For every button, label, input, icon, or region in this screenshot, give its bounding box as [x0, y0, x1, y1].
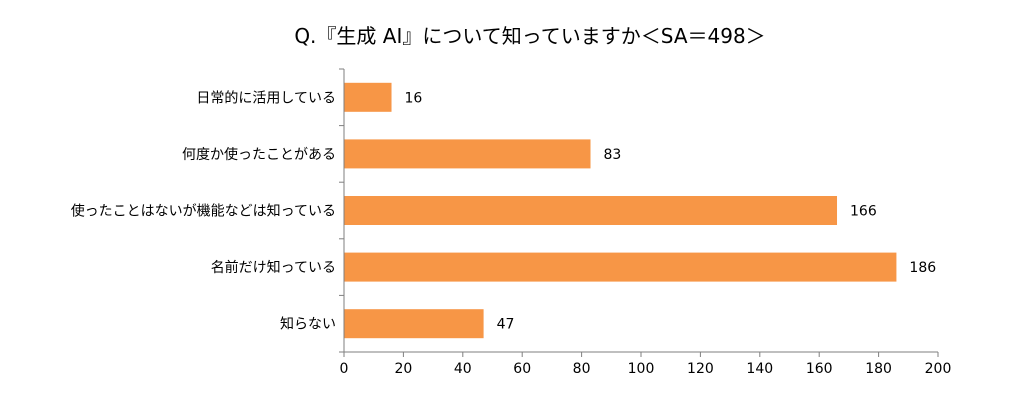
x-tick-label: 20 [394, 361, 412, 377]
bar [344, 309, 484, 339]
x-tick-label: 180 [865, 361, 892, 377]
category-label: 日常的に活用している [196, 90, 336, 106]
bar [344, 252, 897, 282]
data-label: 166 [850, 204, 877, 220]
x-tick-label: 200 [925, 361, 952, 377]
data-label: 47 [497, 317, 515, 333]
bar [344, 196, 838, 225]
data-label: 16 [405, 90, 423, 106]
bar [344, 82, 392, 112]
category-label: 使ったことはないが機能などは知っている [71, 203, 336, 220]
category-label: 何度か使ったことがある [182, 146, 336, 163]
x-tick-label: 160 [806, 361, 833, 377]
x-tick-label: 40 [454, 361, 472, 377]
bar [344, 139, 591, 169]
chart-title: Q.『生成 AI』について知っていますか＜SA＝498＞ [294, 24, 766, 48]
category-label: 名前だけ知っている [211, 259, 336, 276]
category-label: 知らない [280, 316, 336, 333]
x-tick-label: 140 [746, 361, 773, 377]
x-tick-label: 100 [628, 361, 655, 377]
x-tick-label: 60 [513, 361, 531, 377]
x-tick-label: 120 [687, 361, 714, 377]
data-label: 83 [604, 147, 622, 163]
x-tick-label: 80 [573, 361, 591, 377]
x-tick-label: 0 [340, 361, 349, 377]
data-label: 186 [909, 260, 936, 276]
